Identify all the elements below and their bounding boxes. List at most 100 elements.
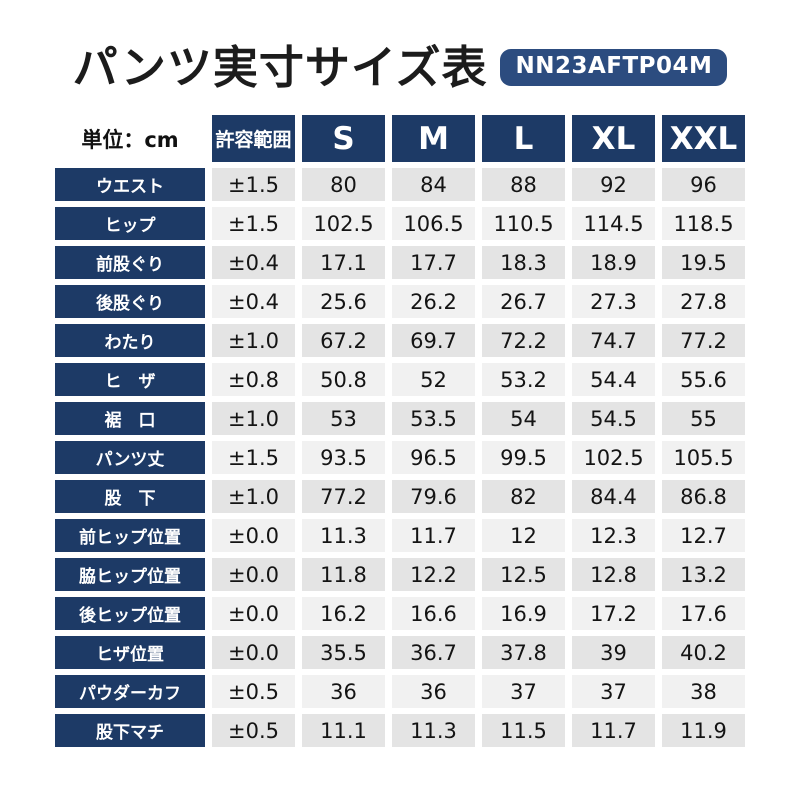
size-value: 12.2 bbox=[392, 558, 475, 591]
size-value: 118.5 bbox=[662, 207, 745, 240]
column-header-xl: XL bbox=[572, 115, 655, 162]
size-value: 53.2 bbox=[482, 363, 565, 396]
size-value: 18.3 bbox=[482, 246, 565, 279]
size-value: 74.7 bbox=[572, 324, 655, 357]
tolerance-value: ±0.4 bbox=[212, 246, 295, 279]
size-value: 17.7 bbox=[392, 246, 475, 279]
size-value: 77.2 bbox=[662, 324, 745, 357]
column-header-m: M bbox=[392, 115, 475, 162]
size-value: 102.5 bbox=[572, 441, 655, 474]
size-value: 55 bbox=[662, 402, 745, 435]
column-header-l: L bbox=[482, 115, 565, 162]
size-value: 12.8 bbox=[572, 558, 655, 591]
size-value: 54.5 bbox=[572, 402, 655, 435]
size-value: 96.5 bbox=[392, 441, 475, 474]
header: パンツ実寸サイズ表 NN23AFTP04M bbox=[0, 0, 800, 95]
row-label: 後ヒップ位置 bbox=[55, 597, 205, 630]
column-header-tolerance: 許容範囲 bbox=[212, 115, 295, 162]
size-value: 37.8 bbox=[482, 636, 565, 669]
size-value: 11.1 bbox=[302, 714, 385, 747]
size-value: 18.9 bbox=[572, 246, 655, 279]
row-label: パウダーカフ bbox=[55, 675, 205, 708]
row-label: ウエスト bbox=[55, 168, 205, 201]
row-label: ヒップ bbox=[55, 207, 205, 240]
size-value: 54 bbox=[482, 402, 565, 435]
size-value: 99.5 bbox=[482, 441, 565, 474]
row-label: 前ヒップ位置 bbox=[55, 519, 205, 552]
size-value: 12 bbox=[482, 519, 565, 552]
size-value: 79.6 bbox=[392, 480, 475, 513]
size-value: 55.6 bbox=[662, 363, 745, 396]
row-label: 脇ヒップ位置 bbox=[55, 558, 205, 591]
tolerance-value: ±0.8 bbox=[212, 363, 295, 396]
size-value: 84.4 bbox=[572, 480, 655, 513]
row-label: 後股ぐり bbox=[55, 285, 205, 318]
size-value: 54.4 bbox=[572, 363, 655, 396]
row-label: 股 下 bbox=[55, 480, 205, 513]
tolerance-value: ±0.0 bbox=[212, 597, 295, 630]
column-header-xxl: XXL bbox=[662, 115, 745, 162]
tolerance-value: ±0.0 bbox=[212, 558, 295, 591]
size-value: 106.5 bbox=[392, 207, 475, 240]
size-value: 11.8 bbox=[302, 558, 385, 591]
row-label: わたり bbox=[55, 324, 205, 357]
size-value: 92 bbox=[572, 168, 655, 201]
size-value: 72.2 bbox=[482, 324, 565, 357]
row-label: 股下マチ bbox=[55, 714, 205, 747]
size-value: 105.5 bbox=[662, 441, 745, 474]
size-spec-table: 単位：cm 許容範囲 S M L XL XXL ウエスト ±1.5 80 84 88 92 96 ヒップ ±1… bbox=[55, 115, 745, 747]
size-value: 36.7 bbox=[392, 636, 475, 669]
size-value: 86.8 bbox=[662, 480, 745, 513]
size-value: 88 bbox=[482, 168, 565, 201]
size-value: 102.5 bbox=[302, 207, 385, 240]
tolerance-value: ±0.0 bbox=[212, 636, 295, 669]
size-value: 16.6 bbox=[392, 597, 475, 630]
tolerance-value: ±1.0 bbox=[212, 480, 295, 513]
size-value: 93.5 bbox=[302, 441, 385, 474]
size-value: 11.9 bbox=[662, 714, 745, 747]
tolerance-value: ±0.0 bbox=[212, 519, 295, 552]
tolerance-value: ±1.5 bbox=[212, 168, 295, 201]
size-value: 53.5 bbox=[392, 402, 475, 435]
size-value: 17.1 bbox=[302, 246, 385, 279]
size-value: 52 bbox=[392, 363, 475, 396]
size-value: 67.2 bbox=[302, 324, 385, 357]
size-value: 11.7 bbox=[392, 519, 475, 552]
tolerance-value: ±1.5 bbox=[212, 441, 295, 474]
size-value: 53 bbox=[302, 402, 385, 435]
tolerance-value: ±1.5 bbox=[212, 207, 295, 240]
row-label: 裾 口 bbox=[55, 402, 205, 435]
size-value: 12.7 bbox=[662, 519, 745, 552]
size-value: 19.5 bbox=[662, 246, 745, 279]
tolerance-value: ±1.0 bbox=[212, 402, 295, 435]
unit-label: 単位：cm bbox=[55, 115, 205, 162]
size-value: 36 bbox=[302, 675, 385, 708]
size-value: 84 bbox=[392, 168, 475, 201]
product-code-badge: NN23AFTP04M bbox=[500, 49, 728, 86]
size-value: 37 bbox=[572, 675, 655, 708]
size-value: 82 bbox=[482, 480, 565, 513]
size-value: 27.3 bbox=[572, 285, 655, 318]
size-value: 50.8 bbox=[302, 363, 385, 396]
tolerance-value: ±1.0 bbox=[212, 324, 295, 357]
size-value: 26.7 bbox=[482, 285, 565, 318]
tolerance-value: ±0.4 bbox=[212, 285, 295, 318]
row-label: ヒザ位置 bbox=[55, 636, 205, 669]
page-title: パンツ実寸サイズ表 bbox=[72, 41, 488, 94]
size-value: 11.3 bbox=[302, 519, 385, 552]
size-value: 26.2 bbox=[392, 285, 475, 318]
size-value: 12.5 bbox=[482, 558, 565, 591]
size-value: 39 bbox=[572, 636, 655, 669]
size-value: 80 bbox=[302, 168, 385, 201]
tolerance-value: ±0.5 bbox=[212, 714, 295, 747]
size-value: 77.2 bbox=[302, 480, 385, 513]
size-value: 11.7 bbox=[572, 714, 655, 747]
size-value: 25.6 bbox=[302, 285, 385, 318]
size-value: 35.5 bbox=[302, 636, 385, 669]
size-value: 11.5 bbox=[482, 714, 565, 747]
tolerance-value: ±0.5 bbox=[212, 675, 295, 708]
size-value: 114.5 bbox=[572, 207, 655, 240]
row-label: 前股ぐり bbox=[55, 246, 205, 279]
size-value: 27.8 bbox=[662, 285, 745, 318]
size-value: 12.3 bbox=[572, 519, 655, 552]
